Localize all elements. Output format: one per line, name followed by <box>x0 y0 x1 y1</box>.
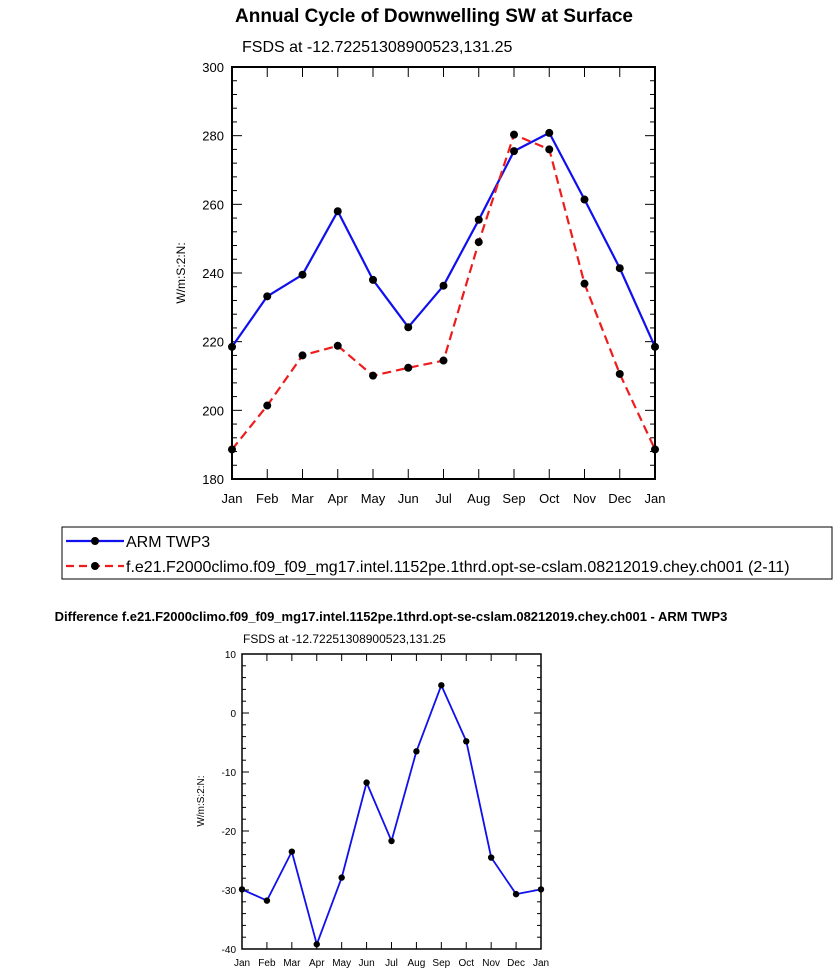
chart2-subtitle: FSDS at -12.72251308900523,131.25 <box>243 632 446 646</box>
chart2-frame <box>241 653 542 950</box>
chart1-series-1-point <box>404 323 413 332</box>
chart1-series-1-point <box>439 281 448 290</box>
chart2-series-1-point <box>463 738 470 745</box>
chart2-series-1-point <box>388 837 395 845</box>
chart2-series-1-point <box>288 848 296 855</box>
chart1-series-line-2 <box>231 133 656 451</box>
chart2-y-axis-label: W/m:S:2:N: <box>196 775 207 826</box>
x-tick-label: Apr <box>328 491 349 506</box>
x-tick-label: Sep <box>432 958 450 969</box>
y-tick-label: 10 <box>225 650 237 661</box>
x-tick-label: Jan <box>234 958 250 969</box>
x-tick-label: Oct <box>539 491 560 506</box>
x-tick-label: Jun <box>398 491 419 506</box>
x-tick-label: Jul <box>435 491 452 506</box>
chart1-series-2-point <box>369 371 377 380</box>
x-tick-label: Jan <box>533 958 549 969</box>
chart1-title: Annual Cycle of Downwelling SW at Surfac… <box>235 6 633 27</box>
chart1-series-2-point <box>263 401 272 410</box>
chart1-series-2-point <box>615 369 624 378</box>
chart1-series-2-point <box>404 363 413 372</box>
y-tick-label: 0 <box>230 709 236 720</box>
chart1-y-axis-label: W/m:S:2:N: <box>174 242 188 303</box>
chart1-series-1-point <box>651 342 659 351</box>
y-tick-label: 180 <box>202 472 224 487</box>
y-tick-label: 280 <box>202 129 224 144</box>
chart1-series-1-point <box>369 275 377 284</box>
chart1-series-1-point <box>298 270 307 279</box>
x-tick-label: Jan <box>222 491 243 506</box>
x-tick-label: Sep <box>502 491 525 506</box>
chart2-series-1-point <box>438 682 445 689</box>
x-tick-label: Aug <box>408 958 426 969</box>
x-tick-label: Nov <box>482 958 500 969</box>
chart2-series-1-point <box>238 886 246 893</box>
y-tick-label: 260 <box>202 197 224 212</box>
chart2-series-1-point <box>363 779 370 786</box>
legend-box <box>61 526 833 580</box>
x-tick-label: Dec <box>608 491 632 506</box>
x-tick-label: Jun <box>359 958 375 969</box>
chart2-series-1-point <box>537 886 545 893</box>
x-tick-label: Aug <box>467 491 490 506</box>
legend-marker-arm-twp3 <box>91 537 99 545</box>
chart1-series-line-1 <box>231 131 657 348</box>
x-tick-label: Jul <box>385 958 398 969</box>
chart1-series-1-point <box>615 264 624 273</box>
chart2-series-1-point <box>263 897 271 904</box>
x-tick-label: Feb <box>256 491 278 506</box>
x-tick-label: Jan <box>645 491 666 506</box>
chart2-series-1-point <box>413 748 420 755</box>
x-tick-label: Mar <box>283 958 301 969</box>
chart1-plot-area: 180 200 220 240 260 280 300 Jan Feb Mar Apr May Jun J… <box>202 60 665 506</box>
chart1-series-2-point <box>228 445 236 454</box>
chart2-series-1-point <box>338 874 345 881</box>
chart2-series-1-point <box>313 941 320 948</box>
chart1-series-1-point <box>474 215 483 224</box>
y-tick-label: -20 <box>222 827 237 838</box>
chart2-plot-area: -40 -30 -20 -10 0 10 Jan Feb Mar Apr May Jun Jul Aug S… <box>222 650 550 969</box>
chart1-series-2-point <box>333 341 342 350</box>
chart1-series-1-point <box>263 292 272 301</box>
chart1-subtitle: FSDS at -12.72251308900523,131.25 <box>242 39 513 56</box>
chart1-series-1-point <box>545 128 554 137</box>
y-tick-label: -30 <box>222 886 237 897</box>
chart1-series-1-point <box>333 207 342 216</box>
x-tick-label: Feb <box>258 958 276 969</box>
chart2-series-line-1 <box>241 684 542 946</box>
chart2-title: Difference f.e21.F2000climo.f09_f09_mg17… <box>55 609 728 624</box>
chart1-series-2-point <box>510 130 518 139</box>
legend-label-arm-twp3: ARM TWP3 <box>126 534 210 551</box>
chart1-series-2-point <box>580 279 589 288</box>
x-tick-label: Apr <box>309 958 325 969</box>
chart1-series-2-point <box>651 445 659 454</box>
x-tick-label: Oct <box>458 958 474 969</box>
chart1-series-2-point <box>439 356 448 365</box>
chart1-series-1-point <box>228 342 236 351</box>
chart1-series-1-point <box>580 195 589 204</box>
chart1-series-2-point <box>545 145 554 154</box>
chart1-series-2-point <box>298 351 307 360</box>
x-tick-label: May <box>361 491 386 506</box>
y-tick-label: -40 <box>222 945 237 956</box>
y-tick-label: -10 <box>222 768 237 779</box>
x-tick-label: Nov <box>573 491 597 506</box>
y-tick-label: 200 <box>202 403 224 418</box>
legend: ARM TWP3 f.e21.F2000climo.f09_f09_mg17.i… <box>61 526 833 580</box>
chart2-series-1-point <box>512 890 520 898</box>
y-tick-label: 220 <box>202 335 224 350</box>
chart1-frame <box>231 66 656 480</box>
x-tick-label: Mar <box>291 491 314 506</box>
x-tick-label: May <box>332 958 351 969</box>
legend-label-model: f.e21.F2000climo.f09_f09_mg17.intel.1152… <box>126 559 790 576</box>
y-tick-label: 240 <box>202 266 224 281</box>
x-tick-label: Dec <box>507 958 525 969</box>
chart1-series-1-point <box>510 147 518 156</box>
legend-marker-model <box>91 562 99 570</box>
chart2-series-1-point <box>487 854 495 861</box>
y-tick-label: 300 <box>202 60 224 75</box>
chart1-series-2-point <box>474 238 483 247</box>
